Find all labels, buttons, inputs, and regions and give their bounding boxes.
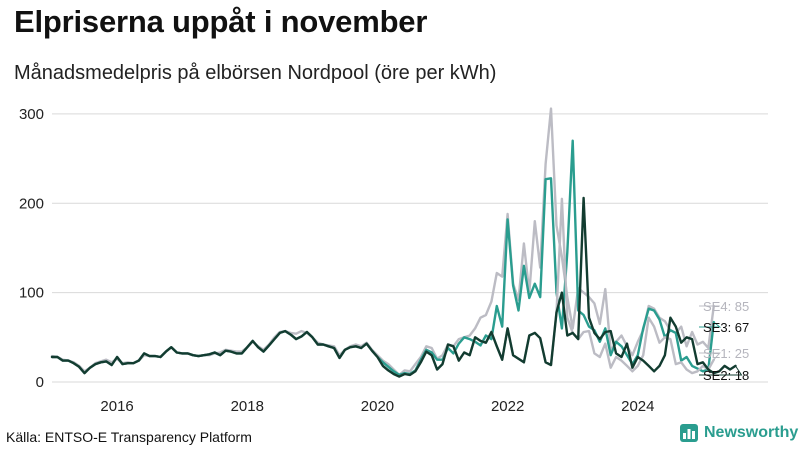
- x-tick-label: 2024: [621, 398, 654, 415]
- x-axis: 2016 2018 2020 2022 2024: [100, 398, 654, 415]
- x-tick-label: 2020: [361, 398, 394, 415]
- series-lines: [50, 107, 737, 378]
- chart-title: Elpriserna uppåt i november: [14, 4, 428, 39]
- series-line-se3: [50, 139, 715, 377]
- y-tick-label: 300: [19, 106, 44, 123]
- end-label-se3: SE3: 67: [703, 320, 749, 335]
- bar-chart-icon: [680, 424, 698, 442]
- y-axis: 0 100 200 300: [19, 106, 44, 391]
- x-tick-label: 2022: [491, 398, 524, 415]
- brand-logo: Newsworthy: [680, 424, 798, 442]
- x-tick-label: 2016: [100, 398, 133, 415]
- source-note: Källa: ENTSO-E Transparency Platform: [6, 429, 252, 445]
- end-label-se4: SE4: 85: [703, 299, 749, 314]
- leader-line-se2: [699, 365, 743, 376]
- series-line-se4: [50, 107, 715, 377]
- leader-line-se1: [699, 352, 721, 361]
- y-tick-label: 200: [19, 195, 44, 212]
- series-line-se2: [50, 196, 737, 378]
- leader-line-se3: [699, 321, 722, 328]
- x-tick-label: 2018: [231, 398, 264, 415]
- gridlines: [52, 113, 768, 383]
- brand-name: Newsworthy: [704, 424, 799, 441]
- end-label-se2: SE2: 18: [703, 368, 749, 383]
- end-label-se1: SE1: 25: [703, 346, 749, 361]
- y-tick-label: 100: [19, 285, 44, 302]
- end-labels: SE4: 85 SE3: 67 SE1: 25 SE2: 18: [699, 299, 749, 383]
- y-tick-label: 0: [36, 374, 44, 391]
- chart-subtitle: Månadsmedelpris på elbörsen Nordpool (ör…: [14, 62, 497, 84]
